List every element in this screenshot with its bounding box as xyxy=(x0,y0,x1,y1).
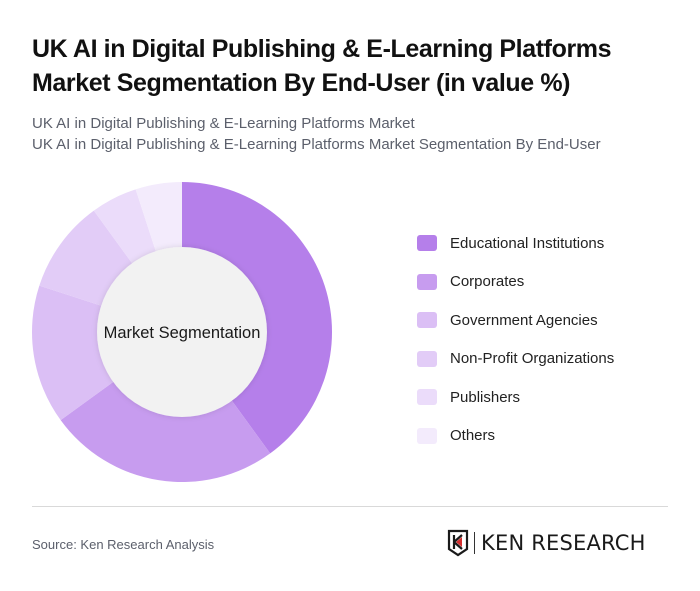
legend-swatch xyxy=(417,427,437,444)
footer-divider xyxy=(32,506,668,507)
source-note: Source: Ken Research Analysis xyxy=(32,537,215,552)
slice-government-agencies[interactable] xyxy=(31,285,115,421)
legend-item[interactable]: Others xyxy=(417,417,614,456)
chart-title: UK AI in Digital Publishing & E-Learning… xyxy=(32,35,612,97)
chart-legend: Educational Institutions Corporates Govern… xyxy=(417,224,614,455)
legend-item[interactable]: Educational Institutions xyxy=(417,224,614,263)
donut-slices xyxy=(31,182,332,482)
donut-chart: Market Segmentation xyxy=(31,182,332,482)
slice-publishers[interactable] xyxy=(93,189,157,265)
ken-research-logo: KEN RESEARCH xyxy=(447,528,646,558)
legend-item[interactable]: Corporates xyxy=(417,263,614,302)
legend-item[interactable]: Publishers xyxy=(417,378,614,417)
ken-shield-icon xyxy=(447,529,469,557)
logo-text: KEN RESEARCH xyxy=(481,531,646,555)
donut-center xyxy=(97,247,267,417)
legend-swatch xyxy=(417,389,437,406)
slice-educational-institutions[interactable] xyxy=(182,182,332,454)
slice-others[interactable] xyxy=(135,182,182,253)
legend-label: Government Agencies xyxy=(450,311,598,329)
slice-non-profit-organizations[interactable] xyxy=(39,210,133,307)
legend-item[interactable]: Government Agencies xyxy=(417,301,614,340)
legend-label: Educational Institutions xyxy=(450,234,605,252)
center-label: Market Segmentation xyxy=(104,324,261,342)
legend-label: Corporates xyxy=(450,273,525,291)
legend-label: Others xyxy=(450,427,496,445)
logo-separator xyxy=(474,532,475,554)
legend-swatch xyxy=(417,312,437,329)
subtitle-line-1: UK AI in Digital Publishing & E-Learning… xyxy=(32,115,415,132)
legend-label: Publishers xyxy=(450,388,521,406)
legend-swatch xyxy=(417,350,437,367)
legend-label: Non-Profit Organizations xyxy=(450,350,615,368)
legend-item[interactable]: Non-Profit Organizations xyxy=(417,340,614,379)
legend-swatch xyxy=(417,273,437,290)
legend-swatch xyxy=(417,235,437,252)
slice-corporates[interactable] xyxy=(60,381,271,482)
chart-subtitle: UK AI in Digital Publishing & E-Learning… xyxy=(32,113,601,155)
subtitle-line-2: UK AI in Digital Publishing & E-Learning… xyxy=(32,136,601,153)
